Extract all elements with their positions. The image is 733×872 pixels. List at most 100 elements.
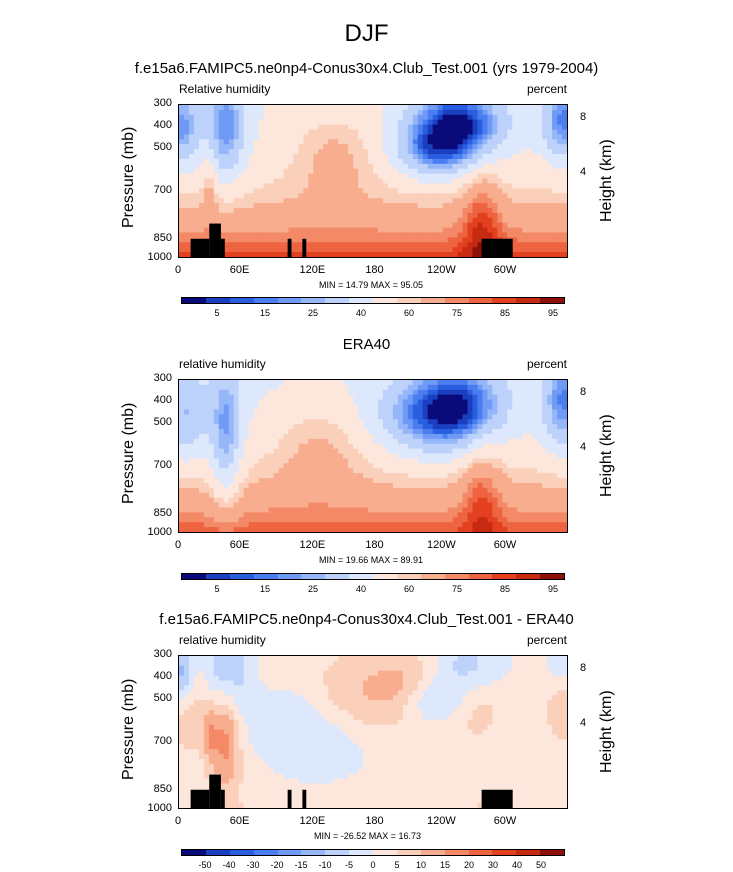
contour-cell xyxy=(328,105,334,111)
contour-cell xyxy=(323,527,329,532)
contour-cell xyxy=(442,656,449,662)
contour-cell xyxy=(273,517,280,523)
contour-cell xyxy=(198,109,205,116)
contour-cell xyxy=(238,124,245,131)
contour-cell xyxy=(343,222,349,229)
contour-cell xyxy=(382,247,389,253)
contour-cell xyxy=(477,453,484,460)
contour-cell xyxy=(348,193,354,199)
contour-cell xyxy=(218,394,225,401)
contour-cell xyxy=(497,517,503,523)
contour-cell xyxy=(527,502,533,509)
contour-cell xyxy=(238,438,245,445)
contour-cell xyxy=(527,163,533,170)
contour-cell xyxy=(318,473,324,479)
contour-cell xyxy=(472,198,479,204)
contour-cell xyxy=(537,502,543,509)
contour-cell xyxy=(497,438,503,445)
contour-cell xyxy=(432,453,439,460)
contour-cell xyxy=(412,380,419,386)
contour-cell xyxy=(293,438,299,445)
contour-cell xyxy=(452,507,459,513)
contour-cell xyxy=(447,193,454,199)
contour-cell xyxy=(557,512,563,518)
contour-cell xyxy=(412,129,419,136)
contour-cell xyxy=(502,193,508,199)
contour-cell xyxy=(288,183,295,189)
contour-cell xyxy=(193,656,200,662)
contour-cell xyxy=(557,419,563,425)
contour-cell xyxy=(552,227,558,234)
contour-cell xyxy=(537,247,543,253)
contour-cell xyxy=(293,507,299,513)
contour-cell xyxy=(333,389,339,396)
contour-cell xyxy=(442,105,449,111)
contour-cell xyxy=(512,473,518,479)
y-tick-label: 300 xyxy=(153,372,172,384)
contour-cell xyxy=(248,168,255,175)
contour-cell xyxy=(492,507,498,513)
contour-cell xyxy=(532,207,538,214)
contour-cell xyxy=(233,168,240,175)
contour-cell xyxy=(303,424,309,430)
contour-cell xyxy=(557,183,563,189)
contour-cell xyxy=(537,158,543,165)
contour-cell xyxy=(358,114,364,121)
contour-cell xyxy=(248,522,255,528)
contour-cell xyxy=(377,178,384,185)
contour-cell xyxy=(203,198,210,204)
contour-cell xyxy=(467,497,474,504)
contour-cell xyxy=(218,463,225,469)
contour-cell xyxy=(522,399,528,406)
contour-cell xyxy=(412,512,419,518)
contour-cell xyxy=(507,188,513,194)
contour-cell xyxy=(248,114,255,121)
contour-cell xyxy=(353,252,359,257)
contour-cell xyxy=(522,114,528,121)
contour-cell xyxy=(487,193,493,199)
contour-cell xyxy=(387,394,394,401)
contour-cell xyxy=(353,212,359,219)
contour-cell xyxy=(363,109,369,116)
contour-cell xyxy=(387,507,394,513)
contour-cell xyxy=(188,222,195,229)
contour-cell xyxy=(477,473,484,479)
contour-cell xyxy=(283,438,290,445)
contour-cell xyxy=(238,419,245,425)
contour-cell xyxy=(427,119,434,126)
contour-cell xyxy=(273,482,280,489)
contour-cell xyxy=(422,384,429,391)
contour-cell xyxy=(497,203,503,209)
y-right-tick-label: 4 xyxy=(580,441,587,453)
contour-cell xyxy=(412,163,419,170)
contour-cell xyxy=(179,384,185,391)
contour-cell xyxy=(353,198,359,204)
contour-cell xyxy=(432,203,439,209)
contour-cell xyxy=(223,237,230,243)
contour-cell xyxy=(288,217,295,224)
contour-cell xyxy=(373,502,379,509)
contour-cell xyxy=(467,237,474,243)
contour-cell xyxy=(417,198,424,204)
contour-cell xyxy=(402,399,409,406)
contour-cell xyxy=(517,492,523,499)
contour-cell xyxy=(502,394,508,401)
contour-cell xyxy=(188,380,195,386)
contour-cell xyxy=(432,207,439,214)
contour-cell xyxy=(427,212,434,219)
contour-cell xyxy=(243,492,250,499)
contour-cell xyxy=(253,517,260,523)
contour-cell xyxy=(318,438,324,445)
contour-cell xyxy=(218,119,225,126)
contour-cell xyxy=(203,168,210,175)
contour-cell xyxy=(278,173,285,180)
contour-cell xyxy=(238,119,245,126)
contour-cell xyxy=(552,384,558,391)
contour-cell xyxy=(487,527,493,532)
contour-cell xyxy=(183,173,190,180)
contour-cell xyxy=(203,144,210,150)
contour-cell xyxy=(348,247,354,253)
contour-cell xyxy=(442,217,449,224)
contour-cell xyxy=(457,247,464,253)
contour-cell xyxy=(382,419,389,425)
